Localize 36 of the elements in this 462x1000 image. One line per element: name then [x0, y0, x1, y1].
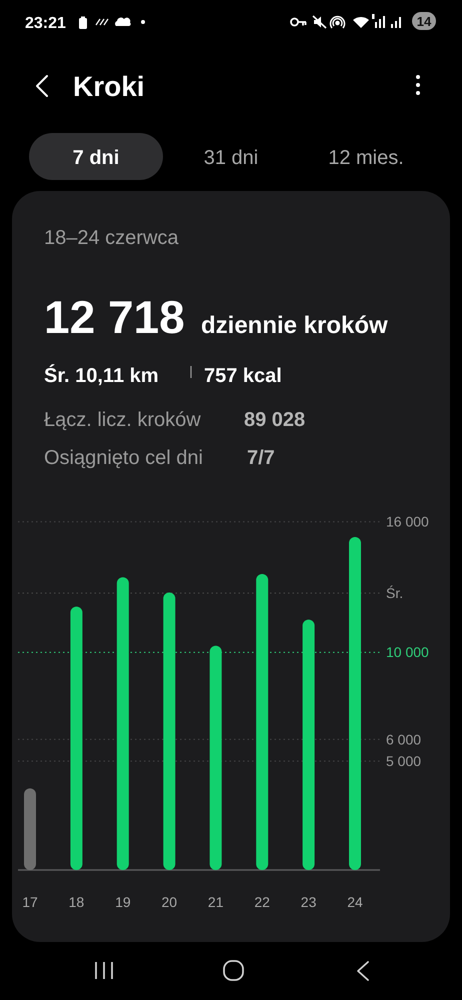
x-tick-label: 17: [22, 894, 38, 910]
x-tick-label: 19: [115, 894, 131, 910]
bar: [70, 606, 82, 870]
text: 757 kcal: [204, 365, 282, 387]
text: 89 028: [244, 409, 306, 431]
bar: [163, 592, 176, 870]
bar: [116, 577, 129, 870]
text: 31 dni: [204, 147, 258, 169]
text: Łącz. licz. kroków: [44, 409, 202, 431]
text: Śr. 10,11 km: [44, 364, 159, 387]
bar: [349, 536, 361, 870]
text: 14: [416, 14, 432, 29]
x-tick-label: 23: [300, 894, 317, 910]
y-tick-label: 5 000: [386, 753, 422, 770]
x-tick-label: 24: [347, 894, 363, 910]
text: 12 mies.: [328, 147, 404, 169]
chart-subtitle: 18–24 czerwca: [44, 227, 180, 249]
x-tick-label: 21: [208, 894, 224, 910]
text: 7/7: [247, 447, 275, 469]
x-tick-label: 22: [254, 894, 270, 910]
y-tick-label: 16 000: [386, 514, 430, 530]
bar: [210, 646, 222, 870]
text: 7 dni: [72, 147, 120, 169]
text: 12 718: [44, 291, 185, 343]
ref-line-label: Śr.: [386, 585, 404, 602]
bar: [24, 788, 36, 870]
x-tick-label: 18: [68, 894, 84, 910]
ref-line-label: 10 000: [386, 644, 430, 660]
text: 23:21: [25, 15, 66, 32]
chart-title: Kroki: [73, 71, 145, 102]
y-tick-label: 6 000: [386, 731, 422, 748]
x-tick-label: 20: [161, 894, 178, 910]
bar: [256, 574, 268, 870]
text: dziennie kroków: [201, 312, 388, 339]
text: Osiągnięto cel dni: [44, 447, 203, 469]
bar: [302, 620, 315, 870]
